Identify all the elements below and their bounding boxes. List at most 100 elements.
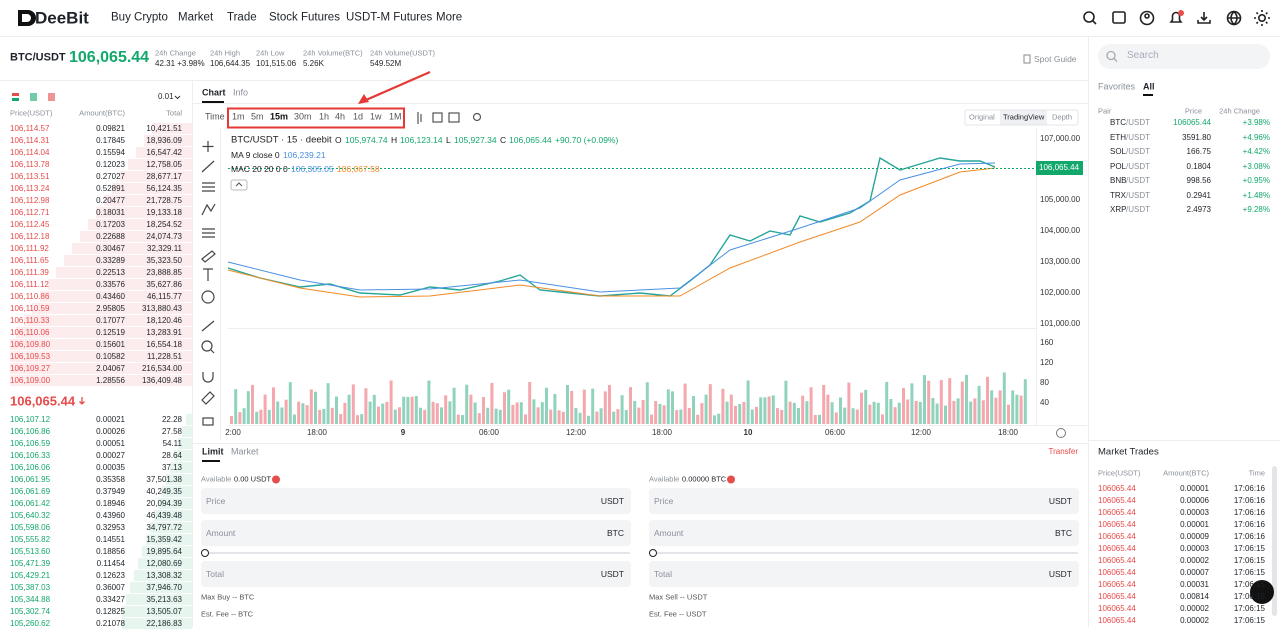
legend-text: O bbox=[335, 134, 342, 145]
bid-depth bbox=[126, 594, 192, 605]
field-label[interactable]: Total bbox=[654, 568, 672, 579]
interval[interactable]: 5m bbox=[251, 111, 264, 122]
pair-base[interactable]: POL bbox=[1110, 161, 1127, 171]
volume-bar-decoration bbox=[675, 410, 679, 424]
interval[interactable]: 30m bbox=[294, 111, 312, 122]
volume-bar-decoration bbox=[482, 397, 485, 424]
legend-text: BTC/USDT · 15 · deebit bbox=[231, 134, 332, 146]
volume-bar-decoration bbox=[784, 380, 788, 424]
form-tab[interactable]: Limit bbox=[202, 446, 224, 457]
bid-price: 106,106.33 bbox=[10, 451, 51, 460]
interval[interactable]: 1d bbox=[353, 111, 364, 122]
axis-settings[interactable] bbox=[1056, 428, 1066, 438]
max-amount: Max Buy -- BTC bbox=[201, 592, 255, 602]
volume-bar-decoration bbox=[1007, 404, 1010, 424]
view-option[interactable]: Original bbox=[969, 112, 995, 122]
bid-price: 105,302.74 bbox=[10, 607, 51, 616]
pair-base[interactable]: BTC bbox=[1110, 118, 1126, 127]
support-button[interactable] bbox=[1250, 580, 1274, 604]
market-tab[interactable]: Favorites bbox=[1098, 81, 1136, 92]
pair-base[interactable]: TRX bbox=[1110, 190, 1126, 200]
interval[interactable]: 1m bbox=[232, 111, 245, 122]
form-tab[interactable]: Market bbox=[231, 446, 259, 457]
pair-price: 998.56 bbox=[1186, 176, 1211, 185]
bid-total: 35,213.63 bbox=[146, 595, 182, 604]
volume-bar-decoration bbox=[763, 397, 767, 424]
nav-item[interactable]: Trade bbox=[227, 11, 257, 24]
pair-base[interactable]: BNB bbox=[1110, 176, 1127, 185]
volume-bar-decoration bbox=[805, 401, 809, 424]
field-label[interactable]: Amount bbox=[206, 527, 236, 538]
market-tab[interactable]: All bbox=[1143, 81, 1155, 92]
ask-amount: 0.17845 bbox=[96, 136, 125, 145]
bid-total: 12,080.69 bbox=[146, 559, 182, 568]
volume-bar-decoration bbox=[532, 399, 536, 424]
ask-depth bbox=[10, 363, 192, 374]
interval[interactable]: 4h bbox=[335, 111, 346, 122]
time-tick: 12:00 bbox=[910, 428, 932, 437]
volume-bar-decoration bbox=[465, 384, 469, 424]
bid-amount: 0.35358 bbox=[96, 475, 125, 484]
transfer[interactable]: Transfer bbox=[1048, 447, 1079, 456]
volume-bar-decoration bbox=[742, 401, 746, 424]
bid-price: 106,061.69 bbox=[10, 487, 51, 496]
trade-price: 106065.44 bbox=[1098, 544, 1136, 553]
trade-time: 17:06:16 bbox=[1233, 520, 1265, 529]
price-tick: 103,000.00 bbox=[1040, 257, 1081, 266]
pair-quote: /USDT bbox=[1126, 132, 1150, 142]
bid-amount: 0.00035 bbox=[96, 463, 125, 472]
pair-base[interactable]: ETH bbox=[1110, 132, 1126, 142]
view-option[interactable]: Depth bbox=[1052, 112, 1073, 122]
chart-tab[interactable]: Info bbox=[233, 87, 249, 98]
search-box[interactable] bbox=[1098, 44, 1270, 69]
available-label: Available bbox=[649, 474, 680, 484]
field-label[interactable]: Price bbox=[206, 495, 226, 506]
volume-bar-decoration bbox=[906, 399, 910, 424]
field-label[interactable]: Price bbox=[654, 495, 674, 506]
pair-change: +0.95% bbox=[1242, 176, 1270, 185]
volume-bar-decoration bbox=[272, 387, 275, 424]
trade-price: 106065.44 bbox=[1098, 616, 1136, 625]
view-switch[interactable] bbox=[964, 109, 1079, 126]
search-placeholder[interactable]: Search bbox=[1127, 50, 1159, 61]
pair-base[interactable]: SOL bbox=[1110, 147, 1127, 156]
bid-total: 34,797.72 bbox=[146, 523, 182, 532]
volume-bar-decoration bbox=[876, 402, 880, 424]
interval[interactable]: 1h bbox=[319, 111, 330, 122]
chart-toolbar-icons bbox=[417, 112, 482, 124]
trade-time: 17:06:15 bbox=[1233, 568, 1265, 577]
legend-text: MAC 20 20 0 0 bbox=[231, 163, 288, 174]
ask-total: 35,323.50 bbox=[146, 256, 182, 265]
precision[interactable]: 0.01 bbox=[158, 92, 174, 101]
volume-bar-decoration bbox=[603, 391, 607, 424]
volume-bar-decoration bbox=[267, 409, 271, 424]
nav-item[interactable]: Stock Futures bbox=[269, 11, 340, 24]
trade-amount: 0.00001 bbox=[1180, 484, 1209, 493]
nav-item[interactable]: USDT-M Futures bbox=[346, 11, 433, 24]
bid-depth bbox=[122, 618, 192, 629]
pair-base[interactable]: XRP bbox=[1110, 205, 1127, 214]
spot-guide[interactable]: Spot Guide bbox=[1034, 53, 1077, 64]
nav-item[interactable]: More bbox=[436, 11, 463, 24]
annotation-arrow bbox=[365, 70, 431, 102]
bid-amount: 0.00027 bbox=[96, 451, 125, 460]
volume-bar-decoration bbox=[994, 397, 998, 424]
volume-bar-decoration bbox=[566, 385, 569, 424]
legend-collapse[interactable] bbox=[230, 179, 248, 191]
field-label[interactable]: Amount bbox=[654, 527, 684, 538]
view-option[interactable]: TradingView bbox=[1003, 112, 1045, 122]
volume-bar-decoration bbox=[944, 405, 947, 424]
nav-item[interactable]: Buy Crypto bbox=[111, 11, 168, 24]
chart-tab[interactable]: Chart bbox=[202, 87, 226, 98]
ask-depth bbox=[128, 159, 192, 170]
bid-total: 37,946.70 bbox=[146, 583, 182, 592]
ask-depth bbox=[120, 171, 192, 182]
volume-bar-decoration bbox=[309, 389, 313, 424]
interval[interactable]: 1w bbox=[370, 111, 382, 122]
bid-amount: 0.32953 bbox=[96, 523, 125, 532]
interval[interactable]: 15m bbox=[270, 111, 289, 122]
field-label[interactable]: Total bbox=[206, 568, 224, 579]
interval[interactable]: 1M bbox=[389, 111, 402, 122]
nav-item[interactable]: Market bbox=[178, 11, 214, 24]
volume-bar-decoration bbox=[620, 395, 624, 424]
